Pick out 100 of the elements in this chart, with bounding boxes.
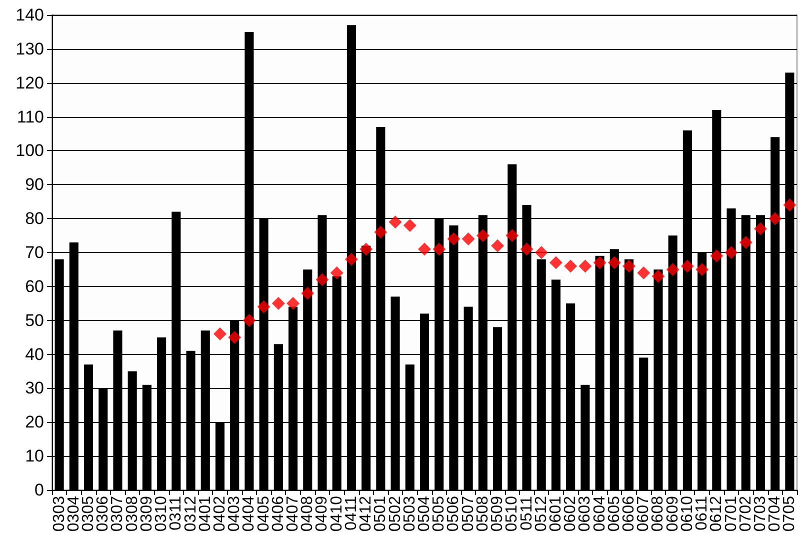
x-tick-label: 0304 [65, 496, 82, 532]
y-tick-label: 20 [25, 412, 44, 432]
x-tick-label: 0505 [430, 496, 448, 532]
x-tick-label: 0312 [182, 496, 200, 532]
point [710, 249, 724, 262]
point [608, 256, 621, 270]
y-tick-label: 120 [16, 73, 44, 92]
x-tick-label: 0509 [489, 496, 506, 532]
point [432, 242, 446, 256]
point [534, 246, 548, 259]
point [666, 262, 680, 276]
point [520, 242, 534, 256]
x-tick-label: 0305 [80, 496, 98, 532]
y-tick-label: 50 [25, 310, 44, 330]
x-tick-label: 0308 [124, 496, 141, 532]
y-tick-label: 90 [25, 175, 44, 194]
point [783, 198, 796, 212]
y-tick-label: 80 [25, 209, 44, 228]
point [418, 242, 431, 256]
x-tick-label: 0502 [386, 496, 404, 532]
point [491, 239, 504, 252]
point [506, 229, 519, 242]
point [213, 327, 226, 340]
x-tick-label: 0603 [576, 496, 594, 532]
x-tick-label: 0410 [328, 496, 346, 532]
x-tick-label: 0309 [138, 496, 156, 532]
point [637, 266, 650, 280]
point [696, 262, 709, 276]
x-tick-label: 0602 [562, 496, 580, 532]
y-tick-label: 0 [34, 480, 44, 500]
x-tick-label: 0705 [781, 496, 798, 532]
x-tick-label: 0610 [678, 496, 696, 532]
x-tick-label: 0702 [737, 496, 754, 532]
point [374, 226, 388, 239]
x-tick-label: 0311 [168, 496, 185, 530]
x-tick-label: 0606 [620, 496, 638, 532]
x-tick-label: 0508 [474, 496, 492, 532]
point [301, 286, 314, 300]
x-tick-label: 0412 [358, 496, 375, 532]
point [286, 296, 300, 310]
point [257, 300, 270, 314]
x-tick-label: 0604 [591, 496, 608, 532]
y-tick-label: 140 [16, 6, 44, 24]
point [754, 222, 767, 236]
x-tick-label: 0704 [766, 496, 784, 532]
y-tick-label: 10 [25, 446, 44, 466]
x-tick-label: 0506 [445, 496, 462, 532]
x-tick-label: 0303 [50, 496, 68, 532]
point [593, 256, 606, 270]
y-tick-label: 40 [25, 344, 44, 364]
point [564, 260, 578, 273]
x-tick-label: 0501 [372, 496, 390, 532]
y-tick-label: 130 [16, 39, 44, 58]
x-tick-label: 0605 [606, 496, 623, 532]
point [724, 246, 738, 259]
y-tick-label: 110 [16, 107, 44, 126]
point [680, 260, 694, 273]
point [330, 266, 344, 280]
x-tick-label: 0405 [255, 496, 272, 532]
point [652, 270, 665, 283]
y-tick-label: 30 [25, 378, 44, 398]
x-tick-label: 0701 [722, 496, 740, 532]
point [549, 256, 562, 270]
x-tick-label: 0612 [708, 496, 726, 532]
point [360, 242, 373, 256]
x-tick-label: 0411 [342, 496, 360, 530]
point [739, 236, 752, 249]
x-tick-label: 0511 [518, 496, 536, 530]
x-tick-label: 0503 [401, 496, 418, 532]
point [578, 260, 592, 273]
y-tick-label: 100 [16, 141, 44, 160]
point [476, 229, 490, 242]
point [622, 260, 636, 273]
point [316, 273, 329, 286]
point [228, 330, 242, 344]
x-tick-label: 0306 [94, 496, 112, 532]
y-tick-label: 60 [25, 276, 44, 296]
x-tick-label: 0403 [226, 496, 244, 532]
point [242, 314, 256, 327]
x-tick-label: 0611 [694, 496, 711, 530]
x-tick-label: 0512 [532, 496, 550, 532]
x-tick-label: 0510 [504, 496, 521, 532]
x-tick-label: 0310 [153, 496, 170, 532]
point [447, 232, 460, 246]
point [768, 212, 782, 226]
point [388, 215, 402, 228]
x-tick-label: 0601 [547, 496, 564, 532]
point [403, 218, 416, 232]
x-tick-label: 0507 [460, 496, 477, 532]
x-tick-label: 0408 [299, 496, 316, 532]
x-tick-label: 0406 [270, 496, 287, 532]
x-tick-label: 0703 [752, 496, 769, 532]
x-tick-label: 0402 [211, 496, 228, 532]
x-tick-label: 0401 [196, 496, 214, 532]
x-tick-label: 0307 [109, 496, 126, 532]
point [344, 252, 358, 266]
x-tick-label: 0407 [284, 496, 302, 532]
x-tick-label: 0504 [416, 496, 433, 532]
x-tick-label: 0409 [314, 496, 331, 532]
y-tick-label: 70 [25, 243, 44, 262]
